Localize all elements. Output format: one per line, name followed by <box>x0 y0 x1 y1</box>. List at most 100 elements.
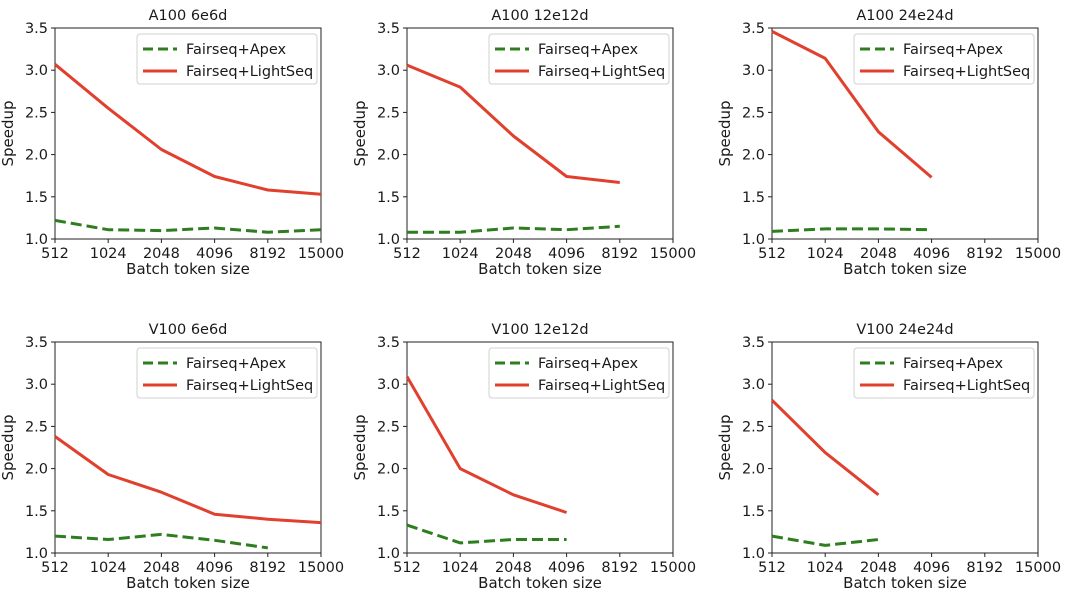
chart-5-series-lightseq-line <box>770 399 880 496</box>
chart-1-x-axis-label: Batch token size <box>478 260 602 278</box>
chart-1-legend-label: Fairseq+Apex <box>538 42 639 58</box>
chart-2-y-tick-label: 3.0 <box>742 63 765 79</box>
chart-3-y-tick-label: 1.0 <box>25 546 48 562</box>
chart-3-series-apex-line <box>54 532 269 550</box>
chart-2-y-tick-label: 2.5 <box>742 105 765 121</box>
chart-4-legend <box>488 347 670 399</box>
chart-0-y-tick-label: 3.5 <box>25 21 48 37</box>
chart-5-x-tick-label: 512 <box>758 560 786 576</box>
chart-0-x-tick-label: 8192 <box>249 246 286 262</box>
chart-1-y-tick-label: 2.0 <box>377 148 400 164</box>
chart-1-legend-label: Fairseq+LightSeq <box>538 64 665 80</box>
chart-5-y-axis-label: Speedup <box>716 414 734 480</box>
chart-2-x-tick-label: 8192 <box>966 246 1003 262</box>
chart-1-y-tick-label: 1.5 <box>377 190 400 206</box>
chart-2-legend-label: Fairseq+LightSeq <box>903 64 1030 80</box>
chart-1-legend <box>488 33 670 85</box>
chart-0-x-tick-label: 15000 <box>298 246 344 262</box>
chart-4-y-tick-label: 1.0 <box>377 546 400 562</box>
chart-1-y-axis-label: Speedup <box>351 100 369 166</box>
chart-2-x-tick-label: 4096 <box>913 246 950 262</box>
chart-2-x-tick-label: 15000 <box>1015 246 1061 262</box>
chart-5-y-tick-label: 3.0 <box>742 377 765 393</box>
chart-2-y-tick-label: 1.5 <box>742 190 765 206</box>
chart-0-y-tick-label: 1.0 <box>25 232 48 248</box>
chart-3-axes-frame <box>54 341 322 554</box>
chart-4-y-tick-label: 2.0 <box>377 462 400 478</box>
chart-1-x-tick-label: 1024 <box>442 246 479 262</box>
chart-0-axes-frame <box>54 27 322 240</box>
chart-0-y-tick-label: 1.5 <box>25 190 48 206</box>
chart-4-x-tick-label: 512 <box>393 560 421 576</box>
chart-4-y-tick-label: 2.5 <box>377 419 400 435</box>
chart-1-title: A100 12e12d <box>491 8 588 24</box>
chart-5-x-tick-label: 2048 <box>860 560 897 576</box>
chart-0-legend <box>136 33 318 85</box>
chart-4-y-tick-label: 3.0 <box>377 377 400 393</box>
chart-1-x-tick-label: 8192 <box>601 246 638 262</box>
chart-2-x-tick-label: 512 <box>758 246 786 262</box>
chart-3-y-tick-label: 1.5 <box>25 504 48 520</box>
chart-4-y-tick-label: 3.5 <box>377 335 400 351</box>
chart-4-x-tick-label: 2048 <box>495 560 532 576</box>
chart-1-y-tick-label: 3.5 <box>377 21 400 37</box>
chart-3-x-tick-label: 8192 <box>249 560 286 576</box>
chart-4-x-tick-label: 4096 <box>548 560 585 576</box>
chart-3-y-tick-label: 2.0 <box>25 462 48 478</box>
chart-3-x-axis-label: Batch token size <box>126 574 250 592</box>
chart-3-y-tick-label: 2.5 <box>25 419 48 435</box>
chart-0-series-apex-line <box>54 218 322 234</box>
chart-4-axes-frame <box>406 341 674 554</box>
chart-1-axes-frame <box>406 27 674 240</box>
chart-0-y-tick-label: 3.0 <box>25 63 48 79</box>
chart-3-y-tick-label: 3.5 <box>25 335 48 351</box>
chart-1-x-tick-label: 4096 <box>548 246 585 262</box>
chart-3-x-tick-label: 15000 <box>298 560 344 576</box>
chart-0-x-tick-label: 4096 <box>196 246 233 262</box>
chart-3-legend-label: Fairseq+LightSeq <box>186 378 313 394</box>
chart-0-title: A100 6e6d <box>149 8 228 24</box>
chart-4-series-apex-line <box>406 523 567 545</box>
chart-1-series-apex-line <box>407 224 620 234</box>
chart-1-x-tick-label: 15000 <box>650 246 696 262</box>
chart-1-y-tick-label: 2.5 <box>377 105 400 121</box>
chart-5-legend <box>853 347 1035 399</box>
chart-2-y-tick-label: 2.0 <box>742 148 765 164</box>
chart-5-x-tick-label: 1024 <box>807 560 844 576</box>
chart-4-y-tick-label: 1.5 <box>377 504 400 520</box>
chart-5-y-tick-label: 1.5 <box>742 504 765 520</box>
chart-1-y-tick-label: 1.0 <box>377 232 400 248</box>
chart-3-series-lightseq-line <box>54 435 322 525</box>
chart-4-x-axis-label: Batch token size <box>478 574 602 592</box>
chart-0-series-lightseq-line <box>54 63 322 196</box>
chart-0-y-axis-label: Speedup <box>0 100 17 166</box>
chart-3-x-tick-label: 1024 <box>90 560 127 576</box>
chart-4-y-axis-label: Speedup <box>351 414 369 480</box>
chart-4-series-lightseq-line <box>405 375 568 514</box>
chart-4-legend-label: Fairseq+Apex <box>538 356 639 372</box>
chart-3-title: V100 6e6d <box>149 322 228 338</box>
chart-1-series-lightseq-line <box>406 63 620 184</box>
chart-2-legend-label: Fairseq+Apex <box>903 42 1004 58</box>
chart-0-x-tick-label: 1024 <box>90 246 127 262</box>
chart-5-y-tick-label: 3.5 <box>742 335 765 351</box>
chart-0-y-tick-label: 2.5 <box>25 105 48 121</box>
chart-4-x-tick-label: 15000 <box>650 560 696 576</box>
chart-2-y-tick-label: 3.5 <box>742 21 765 37</box>
chart-5-x-tick-label: 4096 <box>913 560 950 576</box>
chart-0-x-axis-label: Batch token size <box>126 260 250 278</box>
chart-0-legend-label: Fairseq+Apex <box>186 42 287 58</box>
chart-5-x-tick-label: 8192 <box>966 560 1003 576</box>
chart-3-legend <box>136 347 318 399</box>
chart-2-series-lightseq-line <box>771 30 933 179</box>
chart-3-x-tick-label: 2048 <box>143 560 180 576</box>
chart-2-axes-frame <box>771 27 1039 240</box>
chart-5-legend-label: Fairseq+LightSeq <box>903 378 1030 394</box>
chart-4-legend-label: Fairseq+LightSeq <box>538 378 665 394</box>
chart-5-title: V100 24e24d <box>856 322 953 338</box>
chart-2-y-tick-label: 1.0 <box>742 232 765 248</box>
chart-5-x-axis-label: Batch token size <box>843 574 967 592</box>
chart-3-y-tick-label: 3.0 <box>25 377 48 393</box>
chart-5-y-tick-label: 2.5 <box>742 419 765 435</box>
